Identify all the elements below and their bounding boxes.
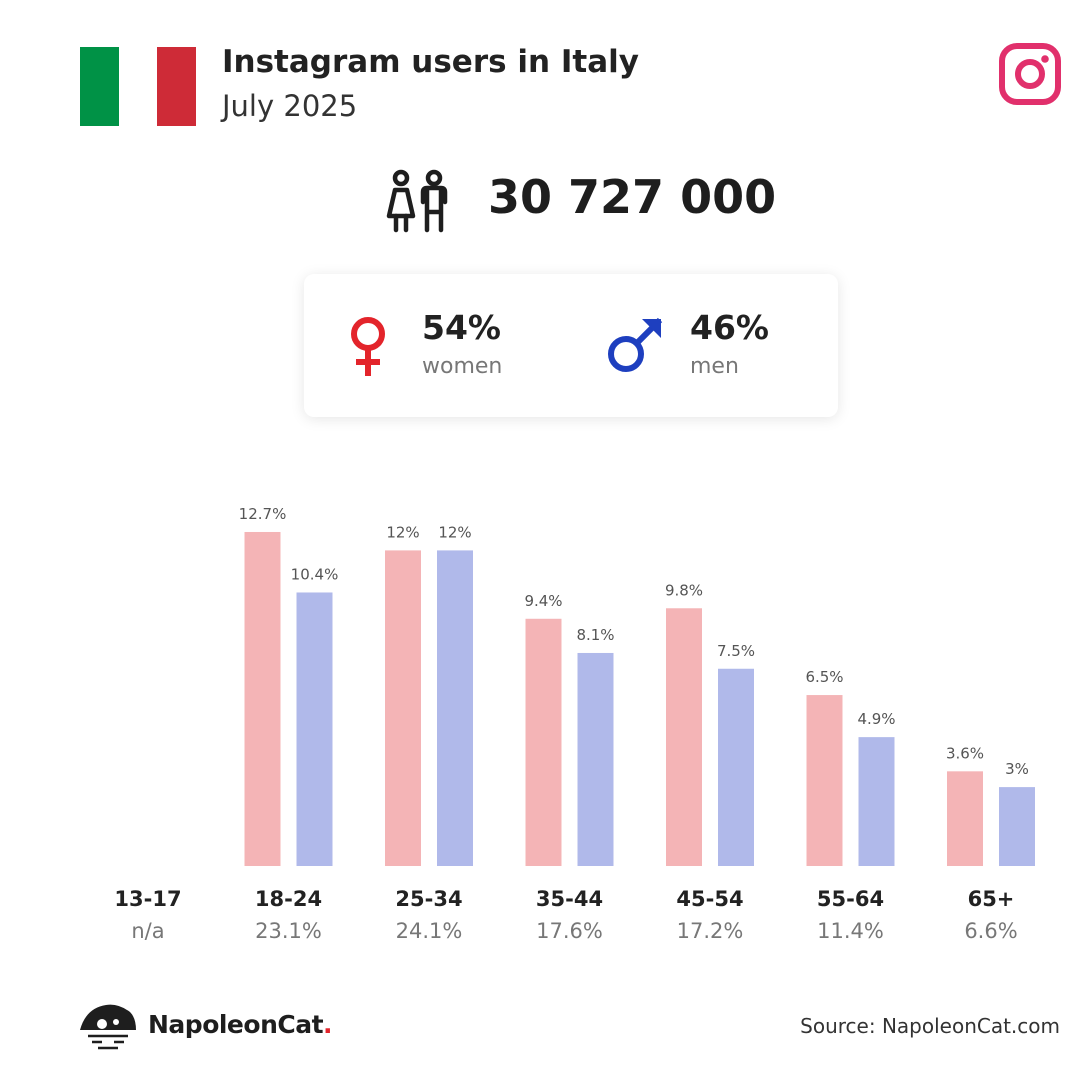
x-tick-label: 65+: [968, 887, 1015, 911]
bar-value-label: 6.5%: [805, 668, 843, 686]
category-total-label: 24.1%: [396, 919, 463, 943]
bar-35-44-series-2: [577, 652, 614, 866]
category-total-label: n/a: [131, 919, 164, 943]
brand-name-text: NapoleonCat: [148, 1010, 324, 1039]
users-icon: [386, 169, 448, 233]
bar-55-64-series-1: [806, 695, 843, 866]
category-total-label: 23.1%: [255, 919, 322, 943]
bar-45-54-series-2: [718, 668, 754, 866]
bar-value-label: 4.9%: [857, 710, 895, 728]
bar-value-label: 7.5%: [717, 642, 755, 660]
bar-55-64-series-2: [858, 737, 895, 866]
x-tick-label: 25-34: [395, 887, 462, 911]
women-percentage: 54%: [422, 308, 501, 347]
bar-65plus-series-2: [999, 787, 1035, 866]
men-label: men: [690, 354, 739, 379]
bar-25-34-series-1: [385, 550, 421, 866]
x-tick-label: 55-64: [817, 887, 884, 911]
bar-value-label: 9.4%: [524, 592, 562, 610]
bar-65plus-series-1: [947, 771, 983, 866]
x-tick-label: 45-54: [676, 887, 743, 911]
x-tick-label: 18-24: [255, 887, 322, 911]
age-bar-chart: 13-17 n/a 12.7% 10.4% 18-24 23.1% 12% 12% 25-34 2…: [114, 505, 1035, 943]
men-percentage: 46%: [690, 308, 769, 347]
bar-value-label: 3.6%: [946, 744, 984, 762]
bar-45-54-series-1: [666, 608, 702, 866]
napoleoncat-logo-icon: [80, 1004, 136, 1050]
flag-stripe-green: [80, 47, 119, 126]
x-tick-label: 35-44: [536, 887, 603, 911]
users-total: 30 727 000: [488, 170, 777, 224]
brand-dot: .: [323, 1010, 333, 1039]
male-icon: [608, 317, 663, 372]
category-total-label: 11.4%: [817, 919, 884, 943]
bar-value-label: 12.7%: [239, 505, 287, 523]
bar-value-label: 8.1%: [576, 626, 614, 644]
bar-value-label: 3%: [1005, 760, 1029, 778]
bar-18-24-series-2: [296, 592, 333, 866]
page-subtitle: July 2025: [222, 89, 358, 123]
x-tick-label: 13-17: [114, 887, 181, 911]
bar-value-label: 9.8%: [665, 581, 703, 599]
source-note: Source: NapoleonCat.com: [800, 1014, 1060, 1038]
instagram-icon: [999, 43, 1061, 105]
category-total-label: 6.6%: [964, 919, 1017, 943]
category-total-label: 17.2%: [677, 919, 744, 943]
bar-35-44-series-1: [525, 618, 562, 866]
female-icon: [351, 317, 385, 376]
bar-18-24-series-1: [244, 531, 281, 866]
brand-name: NapoleonCat.: [148, 1010, 333, 1039]
category-total-label: 17.6%: [536, 919, 603, 943]
women-label: women: [422, 354, 503, 379]
bar-25-34-series-2: [437, 550, 473, 866]
gender-card: 54% women 46% men: [304, 274, 838, 417]
page-title: Instagram users in Italy: [222, 44, 639, 80]
italy-flag: [80, 47, 197, 126]
flag-stripe-white: [118, 47, 158, 126]
bar-value-label: 12%: [438, 523, 471, 541]
bar-value-label: 10.4%: [291, 565, 339, 583]
flag-stripe-red: [157, 47, 197, 126]
bar-value-label: 12%: [386, 523, 419, 541]
